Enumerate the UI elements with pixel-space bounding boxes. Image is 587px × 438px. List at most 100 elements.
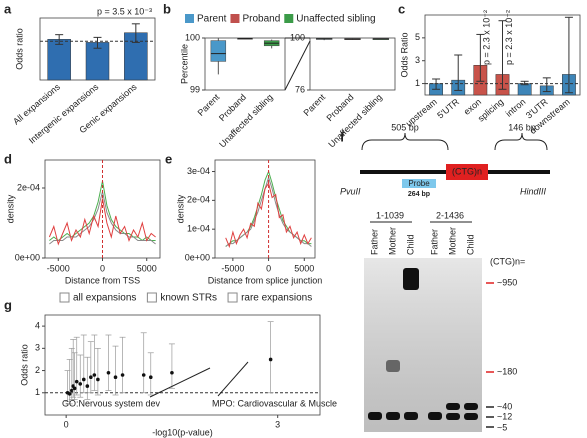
gel-band: [446, 403, 460, 410]
panel-label: f: [340, 129, 345, 144]
y-tick-label: 76: [295, 84, 305, 94]
panel-f: f 505 bp 146 bp (CTG)n Probe 264 bp PvuI…: [340, 122, 550, 432]
annotation: p = 3.5 x 10⁻³: [97, 6, 152, 16]
lane-label: Child: [465, 234, 475, 255]
annotation: p = 2.3 x 10⁻²: [482, 10, 492, 65]
brace: [494, 132, 548, 151]
zoom-connector: [284, 40, 311, 91]
legend-label: Proband: [242, 14, 280, 25]
probe-length: 264 bp: [408, 191, 430, 198]
probe-label: Probe: [408, 179, 430, 188]
legend-swatch: [59, 292, 70, 303]
plot-frame: [44, 314, 321, 416]
panel-label: e: [165, 151, 172, 166]
point: [78, 382, 83, 386]
y-axis-label: Percentile: [179, 44, 189, 84]
x-tick-label: -5000: [221, 263, 244, 273]
annotation-leader: [217, 361, 249, 397]
y-tick-label: 100: [290, 32, 305, 42]
legend-swatch: [227, 292, 238, 303]
legend-label: rare expansions: [241, 293, 312, 304]
lane-label: Child: [405, 234, 415, 255]
y-tick-label: 100: [185, 32, 200, 42]
y-tick-label: 99: [190, 84, 200, 94]
bar: [47, 39, 71, 81]
point: [81, 377, 86, 382]
x-axis-label: -log10(p-value): [152, 427, 213, 437]
y-axis-label: Odds ratio: [19, 344, 29, 386]
legend-swatch: [185, 14, 194, 23]
repeat-label: (CTG)n: [452, 166, 482, 176]
y-tick-label: 2: [35, 365, 40, 375]
annotation: p = 2.3 x 10⁻²: [504, 10, 514, 65]
point: [148, 375, 153, 380]
y-tick-label: 1e-04: [187, 224, 210, 234]
point: [120, 373, 125, 377]
point: [85, 384, 90, 388]
legend-label: all expansions: [73, 293, 136, 304]
point: [113, 375, 118, 380]
y-tick-label: 5: [415, 32, 420, 42]
gel-band: [428, 412, 442, 420]
brace: [361, 132, 449, 151]
lane-label: Mother: [447, 227, 457, 255]
y-tick-label: 1: [415, 78, 420, 88]
annotation: MPO: Cardiovascular & Muscle: [212, 398, 337, 408]
legend-label: Parent: [197, 14, 227, 25]
size-header: (CTG)n=: [490, 256, 525, 266]
point: [89, 375, 93, 380]
y-tick-label: 3: [415, 55, 420, 65]
repeat-box: [446, 164, 488, 180]
lane-label: Mother: [387, 227, 397, 255]
legend-label: known STRs: [160, 293, 217, 304]
probe-box: [402, 179, 436, 188]
y-tick-label: 3: [35, 343, 40, 353]
density-line: [48, 198, 156, 246]
site-label: HindIII: [520, 186, 547, 196]
point: [72, 386, 77, 391]
gel-shade: [364, 258, 482, 432]
point: [268, 357, 273, 362]
x-tick-label: 5000: [137, 263, 157, 273]
gel-band: [386, 360, 400, 372]
density-line: [225, 181, 312, 249]
annotation-leader: [149, 367, 211, 398]
point: [106, 370, 111, 375]
y-tick-label: 2e-04: [17, 182, 40, 192]
y-axis-label: density: [5, 194, 15, 223]
x-tick-label: 0: [266, 263, 271, 273]
plot-frame: [309, 37, 396, 91]
site-label: PvuII: [340, 186, 361, 196]
x-axis-label: Distance from TSS: [65, 275, 140, 285]
point: [92, 373, 97, 377]
x-axis-label: Distance from splice junction: [208, 275, 323, 285]
plot-frame: [214, 159, 316, 259]
size-marker: ~12: [497, 411, 512, 421]
gel-band: [464, 413, 478, 420]
legend-swatch: [146, 292, 157, 303]
panel-label: b: [163, 1, 171, 16]
size-marker: ~40: [497, 401, 512, 411]
legend-swatch: [284, 14, 294, 23]
point: [74, 379, 79, 384]
y-tick-label: 3e-04: [187, 166, 210, 176]
size-marker: ~950: [497, 277, 517, 287]
panel-label: d: [4, 151, 12, 166]
box: [210, 40, 227, 62]
gel-band: [464, 403, 478, 410]
lane-label: Father: [369, 229, 379, 255]
point: [170, 370, 174, 375]
x-tick-label: 5000: [294, 263, 314, 273]
gel-band: [446, 413, 460, 420]
size-marker: ~180: [497, 366, 517, 376]
sample-id: 2-1436: [436, 210, 464, 220]
panel-label: g: [4, 297, 12, 312]
x-tick-label: -5000: [47, 263, 70, 273]
y-tick-label: 4: [35, 320, 40, 330]
x-tick-label: 0: [64, 419, 69, 429]
y-axis-label: Odds Ratio: [399, 32, 409, 77]
gel-band: [403, 268, 419, 290]
annotation: GO:Nervous system dev: [62, 398, 161, 408]
x-tick-label: 3: [275, 419, 280, 429]
